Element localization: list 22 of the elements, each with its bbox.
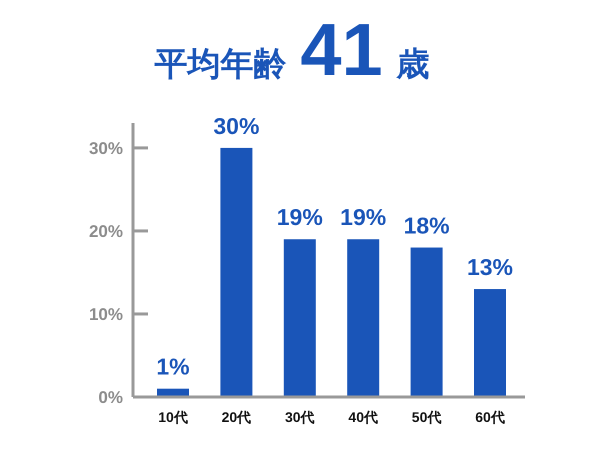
x-tick-label: 30代: [285, 409, 315, 425]
y-tick-label: 10%: [88, 304, 123, 324]
data-label: 19%: [340, 204, 386, 230]
bar: [220, 148, 252, 397]
y-tick-label: 0%: [98, 388, 123, 407]
bar: [410, 248, 443, 397]
data-label: 19%: [276, 204, 323, 230]
x-tick-label: 40代: [348, 409, 378, 425]
x-tick-label: 10代: [158, 409, 188, 425]
x-tick-label: 60代: [475, 409, 505, 425]
data-label: 1%: [156, 354, 190, 380]
chart-title: 平均年齢 41 歳: [153, 8, 430, 91]
data-label: 18%: [404, 212, 450, 239]
bar: [347, 239, 380, 397]
y-tick-label: 20%: [88, 222, 123, 241]
x-tick-label: 20代: [222, 409, 252, 425]
bar: [474, 289, 506, 397]
data-label: 13%: [466, 254, 514, 280]
x-tick-label: 50代: [412, 409, 442, 425]
data-label: 30%: [213, 112, 260, 139]
bar: [284, 239, 316, 397]
y-tick-label: 30%: [88, 138, 123, 158]
